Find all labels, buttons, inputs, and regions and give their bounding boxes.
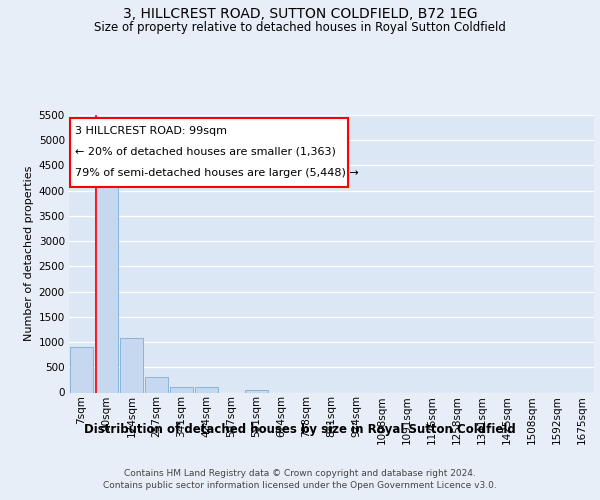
Bar (195, 388, 218, 392)
Y-axis label: Number of detached properties: Number of detached properties (25, 166, 34, 342)
FancyBboxPatch shape (70, 118, 348, 187)
Text: 3 HILLCREST ROAD: 99sqm: 3 HILLCREST ROAD: 99sqm (75, 126, 227, 136)
Text: Size of property relative to detached houses in Royal Sutton Coldfield: Size of property relative to detached ho… (94, 21, 506, 34)
Bar (145, 378, 168, 392)
Text: 3, HILLCREST ROAD, SUTTON COLDFIELD, B72 1EG: 3, HILLCREST ROAD, SUTTON COLDFIELD, B72… (122, 8, 478, 22)
Text: 79% of semi-detached houses are larger (5,448) →: 79% of semi-detached houses are larger (… (75, 168, 359, 177)
Text: Contains public sector information licensed under the Open Government Licence v3: Contains public sector information licen… (103, 481, 497, 490)
Bar (70, 347, 93, 393)
Text: Contains HM Land Registry data © Crown copyright and database right 2024.: Contains HM Land Registry data © Crown c… (124, 469, 476, 478)
Bar (170, 388, 193, 392)
Text: ← 20% of detached houses are smaller (1,363): ← 20% of detached houses are smaller (1,… (75, 147, 335, 157)
Text: Distribution of detached houses by size in Royal Sutton Coldfield: Distribution of detached houses by size … (84, 422, 516, 436)
Bar (245, 390, 268, 392)
Bar (95, 160, 118, 392)
Bar (120, 338, 143, 392)
